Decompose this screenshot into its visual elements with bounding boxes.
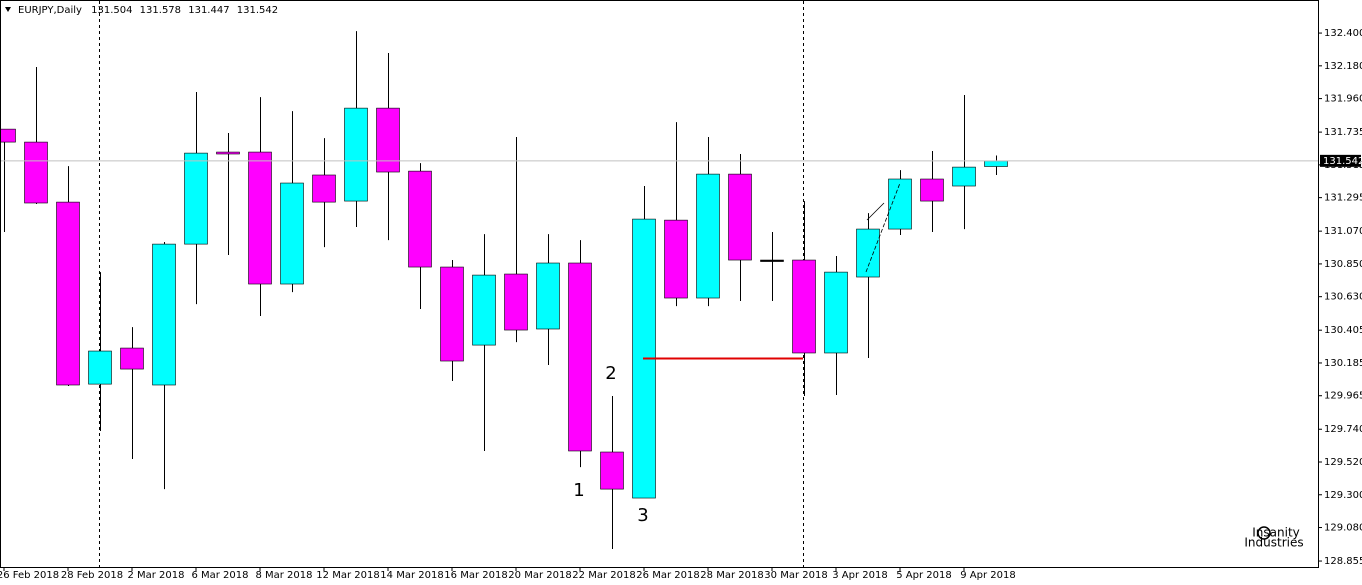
watermark-text: Insanity	[1252, 526, 1300, 540]
x-tick-label: 16 Mar 2018	[444, 570, 507, 581]
high-value: 131.578	[140, 5, 181, 16]
open-value: 131.504	[91, 5, 132, 16]
y-tick-label: 129.520	[1324, 457, 1362, 468]
y-tick-label: 130.630	[1324, 292, 1362, 303]
y-tick-label: 131.960	[1324, 94, 1362, 105]
candle-body	[216, 151, 240, 155]
x-tick-label: 12 Mar 2018	[316, 570, 379, 581]
candle-body	[152, 243, 176, 386]
candle-body	[952, 166, 976, 187]
plot-area	[1, 31, 1318, 549]
candle-body	[24, 141, 48, 204]
candle-body	[56, 201, 80, 386]
candle-body	[88, 350, 112, 385]
current-price-label: 131.542	[1323, 156, 1362, 167]
candle-body	[600, 451, 624, 490]
candle-body	[824, 271, 848, 354]
close-value: 131.542	[237, 5, 278, 16]
header-arrow	[5, 7, 11, 12]
candle-body	[344, 107, 368, 202]
watermark-logo	[1257, 526, 1271, 540]
annotation: 2	[605, 363, 616, 384]
y-tick-label: 131.735	[1324, 127, 1362, 138]
trend-line	[866, 202, 885, 221]
candle-body	[184, 152, 208, 245]
candle-body	[376, 107, 400, 173]
watermark-text: Industries	[1244, 536, 1303, 550]
y-tick-label: 129.300	[1324, 490, 1362, 501]
candle-body	[280, 182, 304, 285]
plot-border	[0, 0, 1319, 568]
candle-body	[696, 173, 720, 299]
y-tick-label: 132.180	[1324, 61, 1362, 72]
x-tick-label: 2 Mar 2018	[127, 570, 184, 581]
x-tick-label: 28 Mar 2018	[700, 570, 763, 581]
y-tick-label: 130.185	[1324, 358, 1362, 369]
x-tick-label: 26 Feb 2018	[0, 570, 59, 581]
y-tick-label: 130.405	[1324, 325, 1362, 336]
candle-body	[568, 262, 592, 452]
candle-body	[856, 228, 880, 278]
candle-body	[728, 173, 752, 261]
candle-body	[248, 151, 272, 285]
current-price-box	[1320, 154, 1361, 167]
low-value: 131.447	[188, 5, 229, 16]
candle-body	[504, 273, 528, 331]
x-tick-label: 20 Mar 2018	[508, 570, 571, 581]
chart-title: EURJPY,Daily	[18, 5, 82, 16]
chart-header: EURJPY,Daily 131.504 131.578 131.447 131…	[18, 5, 278, 16]
x-tick-label: 9 Apr 2018	[960, 570, 1015, 581]
candle-body	[984, 160, 1008, 167]
candle-body	[472, 274, 496, 346]
annotation: 3	[637, 505, 648, 526]
candle-body	[792, 259, 816, 354]
x-tick-label: 6 Mar 2018	[191, 570, 248, 581]
x-tick-label: 30 Mar 2018	[764, 570, 827, 581]
y-tick-label: 131.295	[1324, 193, 1362, 204]
x-tick-label: 5 Apr 2018	[896, 570, 951, 581]
y-tick-label: 129.965	[1324, 391, 1362, 402]
x-tick-label: 3 Apr 2018	[832, 570, 887, 581]
candle-body	[664, 219, 688, 299]
y-tick-label: 129.740	[1324, 424, 1362, 435]
x-tick-label: 28 Feb 2018	[61, 570, 123, 581]
y-tick-label: 129.080	[1324, 523, 1362, 534]
x-tick-label: 14 Mar 2018	[380, 570, 443, 581]
candle-body	[536, 262, 560, 330]
y-tick-label: 132.400	[1324, 28, 1362, 39]
y-tick-label: 130.850	[1324, 259, 1362, 270]
x-tick-label: 22 Mar 2018	[572, 570, 635, 581]
candle-body	[120, 347, 144, 370]
annotation: 1	[573, 480, 584, 501]
y-tick-label: 128.855	[1324, 556, 1362, 567]
trend-line	[865, 182, 901, 273]
candle-body	[888, 178, 912, 230]
y-tick-label: 131.070	[1324, 226, 1362, 237]
candle-body	[408, 170, 432, 268]
x-tick-label: 26 Mar 2018	[636, 570, 699, 581]
candle-body	[1, 128, 16, 143]
candle-body	[760, 259, 784, 262]
candle-body	[440, 266, 464, 362]
x-tick-label: 8 Mar 2018	[255, 570, 312, 581]
candle-body	[312, 174, 336, 203]
candle-body	[920, 178, 944, 202]
